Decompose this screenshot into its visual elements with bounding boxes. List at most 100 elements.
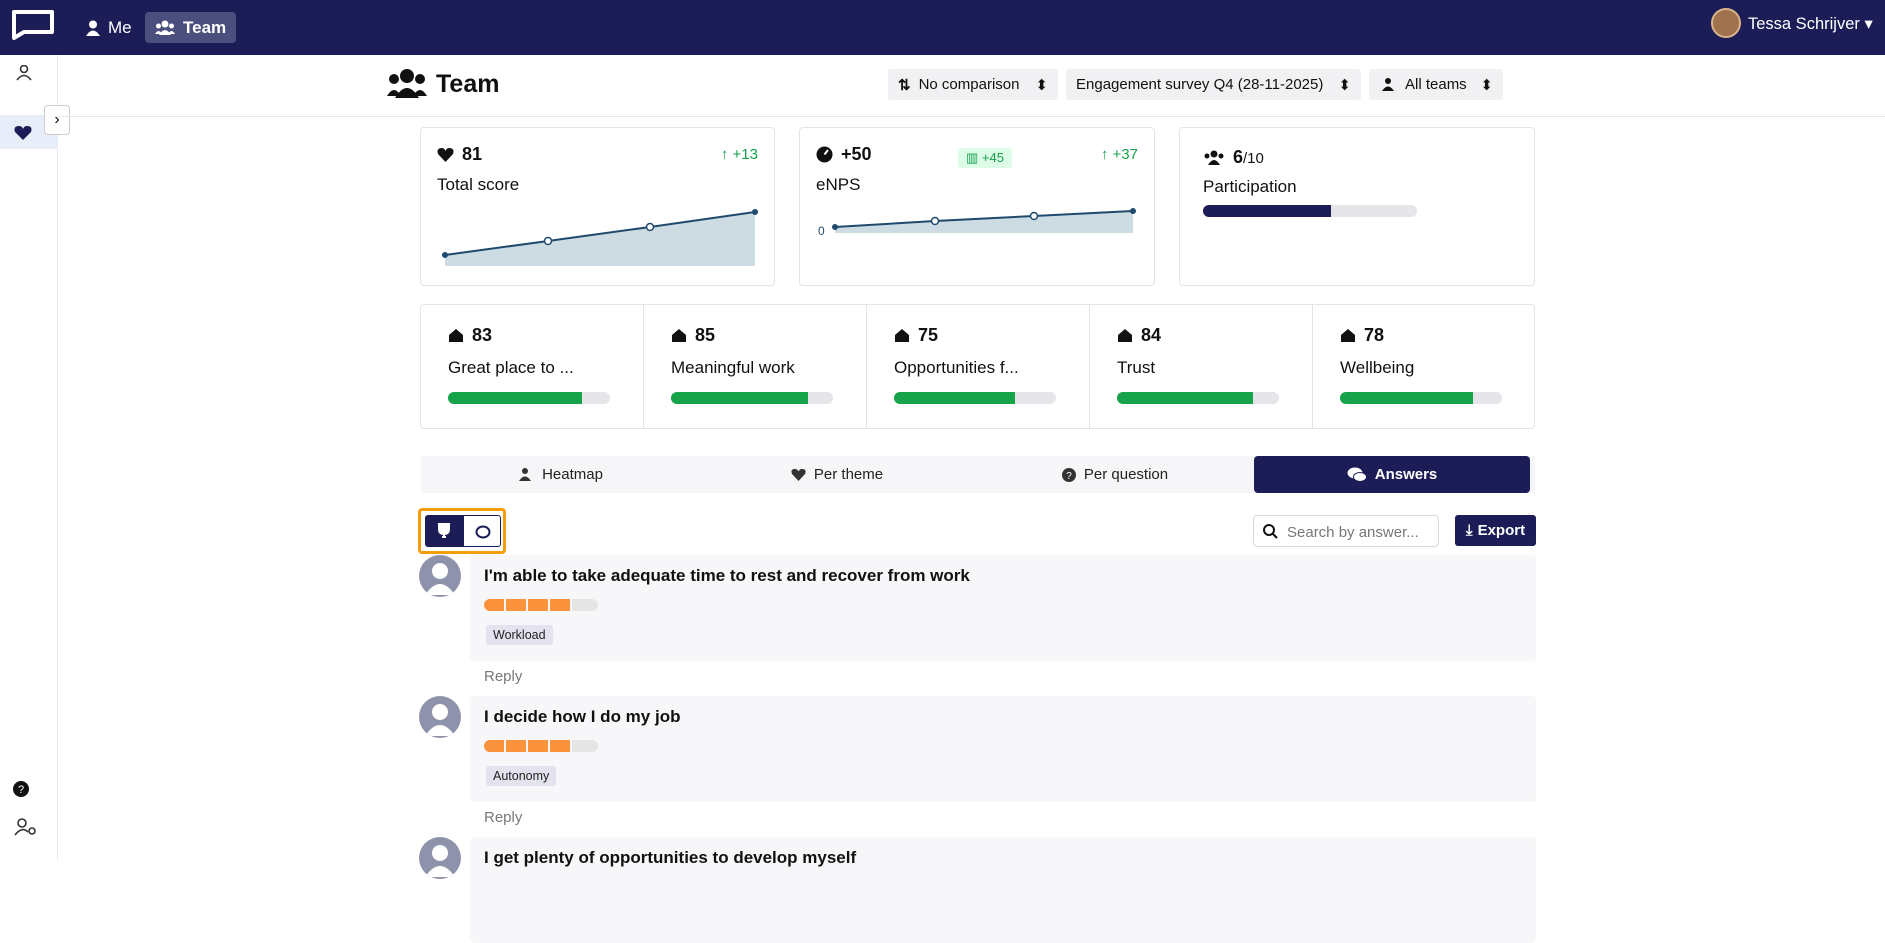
toggle-ranking[interactable] (425, 515, 463, 547)
theme-label: Trust (1117, 358, 1156, 377)
card-label: Total score (437, 175, 520, 194)
avatar (419, 696, 461, 738)
tab-per-question[interactable]: ? Per question (976, 456, 1254, 493)
theme-score: 84 (1141, 325, 1162, 345)
svg-text:?: ? (18, 784, 24, 796)
theme-score: 83 (472, 325, 493, 345)
export-label: Export (1477, 522, 1526, 539)
survey-select[interactable]: Engagement survey Q4 (28-11-2025) ⬍ (1066, 69, 1361, 100)
avatar (419, 837, 461, 879)
toggle-comments[interactable] (463, 515, 501, 547)
team-icon[interactable] (13, 65, 35, 81)
nav-me[interactable]: Me (76, 12, 142, 43)
theme-bar-fill (448, 392, 582, 404)
theme-label: Wellbeing (1340, 358, 1415, 377)
score-row: +50 (816, 144, 872, 165)
theme-score: 78 (1364, 325, 1385, 345)
tab-per-theme[interactable]: Per theme (698, 456, 976, 493)
nav-label: Me (108, 17, 132, 37)
nav-team[interactable]: Team (145, 12, 237, 43)
reply-link[interactable]: Reply (484, 668, 523, 685)
settings-icon[interactable] (14, 818, 38, 836)
theme-divider (866, 305, 867, 428)
answer-card (470, 555, 1536, 661)
tag: Autonomy (486, 766, 557, 786)
logo (12, 10, 54, 40)
team-heading-icon (387, 69, 427, 98)
sparkline (442, 209, 758, 266)
search-box[interactable]: Search by answer... (1253, 515, 1439, 547)
question: I get plenty of opportunities to develop… (484, 848, 857, 867)
tab-answers[interactable]: Answers (1254, 456, 1530, 493)
participation-bar (1203, 205, 1417, 217)
theme-bar (1340, 392, 1502, 404)
score-row: 6/10 (1203, 147, 1264, 168)
theme-divider (643, 305, 644, 428)
top-nav: Me Team Tessa Schrijver ▾ (0, 0, 1885, 55)
axis-label: 0 (818, 224, 825, 238)
change: ↑ +13 (720, 146, 758, 163)
change: ↑ +37 (1100, 146, 1138, 163)
theme-label: Meaningful work (671, 358, 795, 377)
theme-score-row: 85 (671, 325, 715, 346)
user-name: Tessa Schrijver (1748, 15, 1860, 33)
score: 6 (1233, 147, 1244, 167)
sidebar: › ? (0, 55, 70, 860)
help-icon[interactable]: ? (13, 781, 29, 797)
theme-bar-fill (671, 392, 808, 404)
search-placeholder: Search by answer... (1287, 524, 1419, 541)
reply-link[interactable]: Reply (484, 809, 523, 826)
theme-bar (671, 392, 833, 404)
theme-divider (1312, 305, 1313, 428)
tag: Workload (486, 625, 553, 645)
theme-label: Great place to ... (448, 358, 574, 377)
select-label: All teams (1405, 76, 1467, 93)
theme-bar (894, 392, 1056, 404)
answer-card (470, 696, 1536, 802)
comparison-select[interactable]: ⇅ No comparison ⬍ (888, 69, 1058, 100)
theme-score-row: 84 (1117, 325, 1161, 346)
tab-label: Answers (1374, 466, 1438, 483)
svg-text:?: ? (1066, 471, 1072, 482)
score-row: 81 (437, 144, 482, 165)
rating-bar (484, 599, 598, 611)
card-label: Participation (1203, 177, 1297, 196)
theme-bar (448, 392, 610, 404)
question: I'm able to take adequate time to rest a… (484, 566, 970, 585)
user-avatar (1711, 8, 1741, 38)
tab-label: Per question (1083, 466, 1169, 483)
total: /10 (1243, 150, 1264, 167)
question: I decide how I do my job (484, 707, 681, 726)
theme-label: Opportunities f... (894, 358, 1019, 377)
export-button[interactable]: ⤓ Export (1455, 515, 1536, 546)
participation-card: 6/10 Participation (1179, 127, 1535, 286)
select-label: No comparison (918, 76, 1020, 93)
avatar (419, 555, 461, 597)
theme-divider (1089, 305, 1090, 428)
theme-score-row: 78 (1340, 325, 1384, 346)
theme-score: 85 (695, 325, 716, 345)
nav-label: Team (183, 17, 227, 37)
theme-bar (1117, 392, 1279, 404)
change-value: +37 (1112, 146, 1138, 163)
view-toggle (418, 508, 506, 554)
benchmark-badge: ▥ +45 (958, 148, 1012, 168)
enps-card: +50 ▥ +45 eNPS ↑ +37 0 (799, 127, 1155, 286)
rating-bar (484, 740, 598, 752)
change-value: +13 (732, 146, 758, 163)
page: {"nav":{"items":["Me","Team"],"user":"Te… (0, 0, 1885, 879)
sparkline (832, 208, 1136, 233)
tab-heatmap[interactable]: Heatmap (421, 456, 698, 493)
theme-score-row: 75 (894, 325, 938, 346)
tab-label: Per theme (813, 466, 884, 483)
expand-button[interactable]: › (44, 105, 70, 135)
card-label: eNPS (816, 175, 861, 194)
user-menu[interactable]: Tessa Schrijver ▾ (1748, 15, 1873, 33)
theme-bar-fill (1117, 392, 1253, 404)
theme-score: 75 (918, 325, 939, 345)
theme-score-row: 83 (448, 325, 492, 346)
benchmark-value: +45 (981, 150, 1004, 165)
team-select[interactable]: All teams ⬍ (1369, 69, 1503, 100)
page-title: Team (436, 70, 500, 98)
themes-card (420, 304, 1535, 429)
